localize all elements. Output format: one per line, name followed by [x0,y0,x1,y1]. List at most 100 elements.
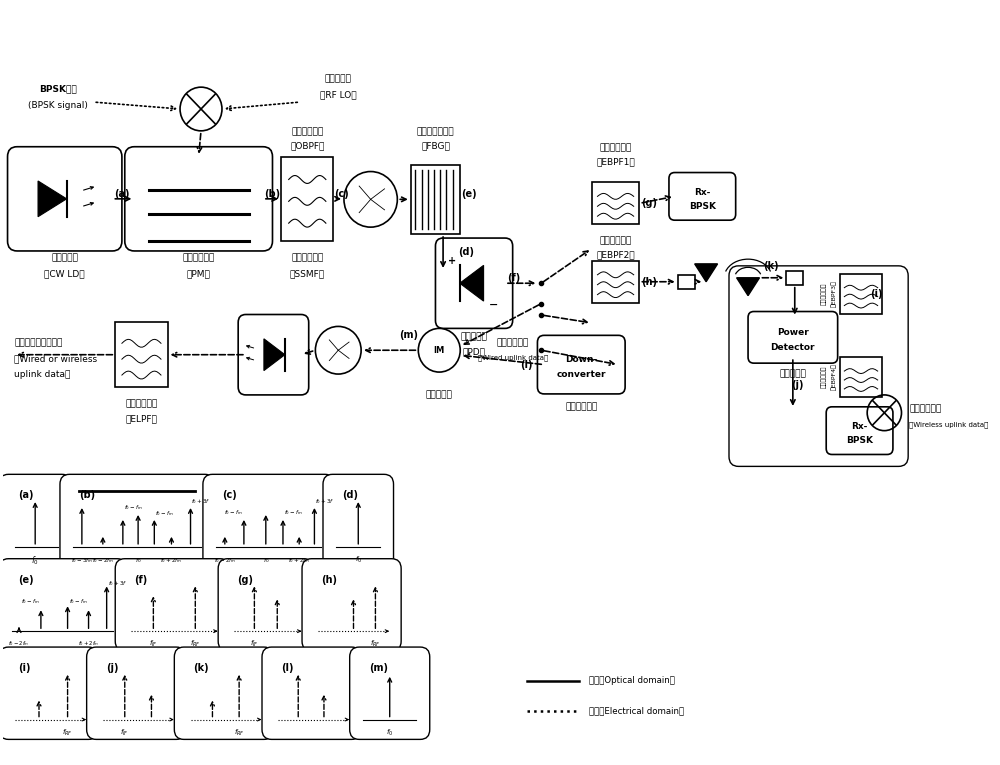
Text: $f_0$: $f_0$ [386,728,393,737]
FancyBboxPatch shape [323,474,394,568]
Polygon shape [264,339,285,370]
Text: 光域（Optical domain）: 光域（Optical domain） [589,676,675,685]
FancyBboxPatch shape [669,173,736,220]
Text: (d): (d) [342,490,358,500]
Text: BPSK信号: BPSK信号 [39,85,77,93]
Text: $f_{RF}$: $f_{RF}$ [234,728,244,737]
Text: (g): (g) [237,575,253,584]
Text: （CW LD）: （CW LD） [44,269,85,278]
Text: $f_0-f_m$: $f_0-f_m$ [69,597,87,606]
Text: $f_0-3f_m$: $f_0-3f_m$ [71,555,93,565]
Text: (e): (e) [461,190,477,200]
Text: (e): (e) [18,575,34,584]
Bar [678,275,695,288]
Text: Rx-: Rx- [694,188,710,197]
Text: (i): (i) [870,288,883,298]
FancyBboxPatch shape [0,474,71,568]
FancyBboxPatch shape [115,558,230,651]
Text: 电带通滤波器: 电带通滤波器 [822,282,827,305]
Text: (i): (i) [18,663,31,673]
Text: 光带通滤波器: 光带通滤波器 [291,128,323,137]
Polygon shape [38,181,67,216]
Text: +: + [448,256,456,266]
FancyBboxPatch shape [262,647,361,740]
FancyBboxPatch shape [302,558,401,651]
Text: (d): (d) [458,247,474,257]
Bar [281,157,333,241]
Text: 光纤布拉格光栅: 光纤布拉格光栅 [417,128,454,137]
Text: (h): (h) [641,277,657,287]
Text: （Wireless uplink data）: （Wireless uplink data） [909,422,988,428]
Text: (j): (j) [106,663,118,673]
Text: (k): (k) [193,663,209,673]
Text: 光相位调制器: 光相位调制器 [183,253,215,262]
Text: (a): (a) [18,490,34,500]
Text: (g): (g) [641,198,657,208]
FancyBboxPatch shape [0,647,98,740]
Text: （PM）: （PM） [187,269,211,278]
Text: 光电探测器: 光电探测器 [461,332,487,341]
Text: 电低通滤波器: 电低通滤波器 [125,399,158,408]
Text: (l): (l) [520,360,533,369]
Text: (b): (b) [79,490,95,500]
FancyBboxPatch shape [238,314,309,395]
Text: （PD）: （PD） [463,347,486,356]
Polygon shape [460,265,484,301]
Text: （EBPF4）: （EBPF4） [831,363,837,390]
Text: （Wired uplink data）: （Wired uplink data） [478,355,548,362]
Text: （OBPF）: （OBPF） [290,142,324,151]
Text: $f_0+3f$: $f_0+3f$ [315,496,335,506]
Text: （SSMF）: （SSMF） [290,269,325,278]
Text: 电带通滤波器: 电带通滤波器 [599,236,632,245]
Text: 无线上行数据: 无线上行数据 [909,405,941,413]
FancyBboxPatch shape [8,147,122,251]
Bar [592,261,639,303]
Text: $f_0$: $f_0$ [31,555,39,567]
Text: (c): (c) [222,490,237,500]
Text: $f_0+3f$: $f_0+3f$ [191,496,211,506]
Text: $f_0+2f_m$: $f_0+2f_m$ [160,555,183,565]
Text: 电带通滤波器: 电带通滤波器 [599,144,632,153]
Bar [592,183,639,224]
Text: $f_{IF}$: $f_{IF}$ [250,639,259,649]
Text: (m): (m) [399,330,418,340]
FancyBboxPatch shape [203,474,334,568]
Text: $f_0+2f_m$: $f_0+2f_m$ [288,555,310,565]
Text: $f_0-f_m$: $f_0-f_m$ [284,509,303,517]
Text: (a): (a) [114,189,130,199]
Text: （Wired or wireless: （Wired or wireless [14,354,97,363]
Text: Down-: Down- [565,355,597,364]
FancyBboxPatch shape [218,558,313,651]
Text: (l): (l) [281,663,294,673]
FancyBboxPatch shape [350,647,430,740]
Text: 功率探测器: 功率探测器 [779,369,806,378]
Text: (f): (f) [134,575,148,584]
Text: $f_0-2f_m$: $f_0-2f_m$ [92,555,114,565]
Polygon shape [737,278,759,295]
Text: $f_0$: $f_0$ [135,555,141,565]
Bar [840,274,882,314]
Text: （EBPF3）: （EBPF3） [831,280,837,307]
Text: (b): (b) [264,189,280,199]
FancyBboxPatch shape [87,647,186,740]
FancyBboxPatch shape [60,474,214,568]
Bar [115,322,168,387]
Text: $f_{RF}$: $f_{RF}$ [190,639,201,649]
Circle shape [418,328,460,372]
Text: $f_{RF}$: $f_{RF}$ [370,639,381,649]
Text: converter: converter [557,370,606,379]
FancyBboxPatch shape [174,647,273,740]
Text: BPSK: BPSK [846,436,873,445]
Text: 射频本振源: 射频本振源 [325,75,352,83]
Text: BPSK: BPSK [689,202,716,211]
Text: (h): (h) [321,575,337,584]
Text: (m): (m) [369,663,388,673]
Bar [786,271,803,285]
Text: (j): (j) [791,380,804,390]
Text: $f_0+3f$: $f_0+3f$ [108,579,127,588]
Text: Power: Power [777,328,809,337]
Text: $f_0-f_m$: $f_0-f_m$ [155,509,174,519]
Text: (BPSK signal): (BPSK signal) [28,100,88,109]
FancyBboxPatch shape [435,238,513,328]
Bar [411,164,460,234]
